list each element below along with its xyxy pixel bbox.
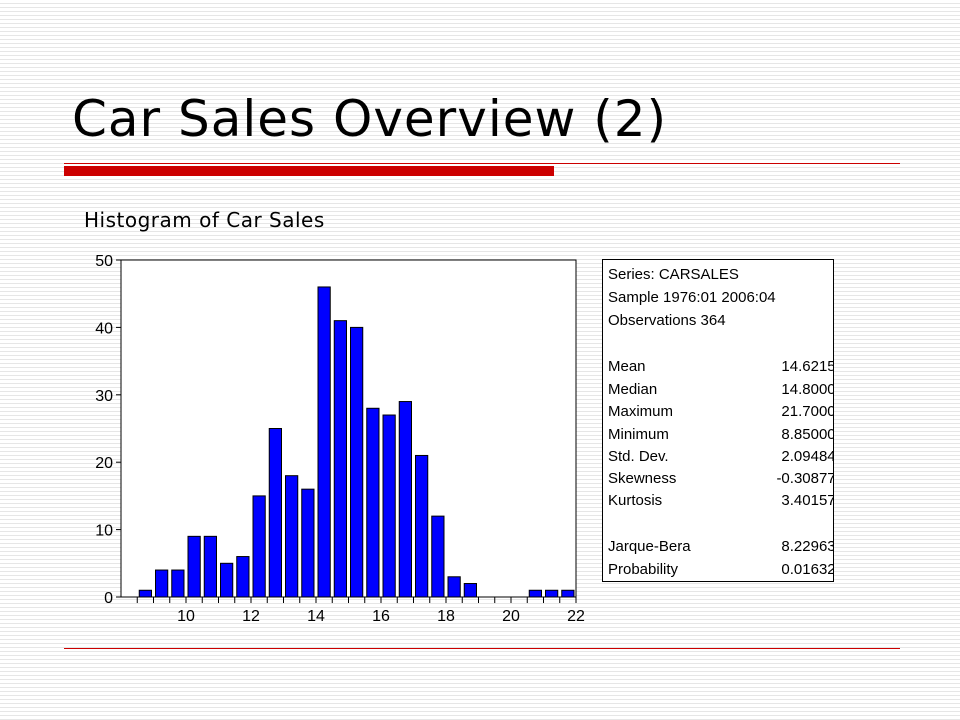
histogram-bar [333, 320, 347, 598]
stats-observations-label: Observations 364 [608, 312, 726, 329]
histogram-bar [252, 495, 266, 598]
stats-row-kurtosis: Kurtosis 3.401570 [608, 492, 833, 512]
stats-value: 21.70000 [781, 403, 833, 420]
stats-value: 8.229632 [781, 538, 833, 555]
y-tick-label: 50 [95, 253, 113, 270]
stats-row-maximum: Maximum 21.70000 [608, 403, 833, 423]
chart-subtitle: Histogram of Car Sales [84, 208, 325, 232]
histogram-bar [382, 414, 396, 598]
stats-value: 14.80000 [781, 381, 833, 398]
histogram-bar [203, 535, 217, 598]
x-axis: 10 12 14 16 18 20 22 [136, 597, 585, 625]
histogram-bar [415, 454, 429, 598]
histogram-bar [350, 326, 364, 598]
histogram-bar [236, 556, 250, 598]
x-tick-label: 16 [372, 608, 390, 625]
stats-label: Kurtosis [608, 492, 663, 509]
title-divider-accent [64, 166, 554, 176]
stats-value: 14.62159 [781, 358, 833, 375]
footer-divider [64, 648, 900, 649]
stats-row-probability: Probability 0.016329 [608, 561, 833, 581]
descriptive-stats-panel: Series: CARSALES Sample 1976:01 2006:04 … [602, 259, 834, 582]
histogram-bar [285, 475, 299, 598]
y-tick-label: 10 [95, 523, 113, 540]
x-tick-label: 22 [567, 608, 585, 625]
histogram-bar [155, 569, 169, 598]
stats-label: Jarque-Bera [608, 538, 691, 555]
stats-sample-label: Sample 1976:01 2006:04 [608, 289, 776, 306]
histogram-bar [138, 589, 152, 598]
histogram-svg: 0 10 20 30 40 50 10 12 14 16 18 20 22 [95, 253, 585, 625]
histogram-bar [447, 576, 461, 598]
x-tick-label: 20 [502, 608, 520, 625]
histogram-bar [561, 589, 575, 598]
histogram-bar [268, 428, 282, 598]
histogram-bar [187, 535, 201, 598]
stats-label: Minimum [608, 426, 669, 443]
y-tick-label: 20 [95, 455, 113, 472]
x-tick-label: 10 [177, 608, 195, 625]
stats-value: 2.094847 [781, 448, 833, 465]
stats-series-label: Series: CARSALES [608, 266, 739, 283]
x-tick-label: 12 [242, 608, 260, 625]
stats-row-median: Median 14.80000 [608, 381, 833, 401]
stats-row-std-dev: Std. Dev. 2.094847 [608, 448, 833, 468]
stats-label: Std. Dev. [608, 448, 669, 465]
stats-value: -0.308770 [776, 470, 833, 487]
histogram-bar [171, 569, 185, 598]
stats-label: Maximum [608, 403, 674, 420]
histogram-bar [431, 515, 445, 598]
stats-row-mean: Mean 14.62159 [608, 358, 833, 378]
stats-label: Skewness [608, 470, 677, 487]
histogram-bar [528, 589, 542, 598]
stats-row-jarque-bera: Jarque-Bera 8.229632 [608, 538, 833, 558]
stats-label: Mean [608, 358, 646, 375]
histogram-bar [301, 488, 315, 598]
slide-title: Car Sales Overview (2) [72, 90, 668, 148]
histogram-bar [366, 407, 380, 598]
y-tick-label: 30 [95, 388, 113, 405]
y-tick-label: 0 [104, 590, 113, 607]
bars-group [138, 286, 575, 598]
stats-value: 8.850000 [781, 426, 833, 443]
histogram-bar [220, 562, 234, 598]
stats-row-minimum: Minimum 8.850000 [608, 426, 833, 446]
y-axis: 0 10 20 30 40 50 [95, 253, 121, 607]
x-tick-label: 14 [307, 608, 325, 625]
title-divider-thin [64, 163, 900, 164]
stats-row-skewness: Skewness -0.308770 [608, 470, 833, 490]
histogram-bar [398, 401, 412, 598]
stats-value: 0.016329 [781, 561, 833, 578]
stats-label: Probability [608, 561, 679, 578]
histogram-bar [317, 286, 331, 598]
stats-value: 3.401570 [781, 492, 833, 509]
histogram-bar [463, 583, 477, 598]
y-tick-label: 40 [95, 320, 113, 337]
x-tick-label: 18 [437, 608, 455, 625]
stats-label: Median [608, 381, 658, 398]
histogram-bar [545, 589, 559, 598]
